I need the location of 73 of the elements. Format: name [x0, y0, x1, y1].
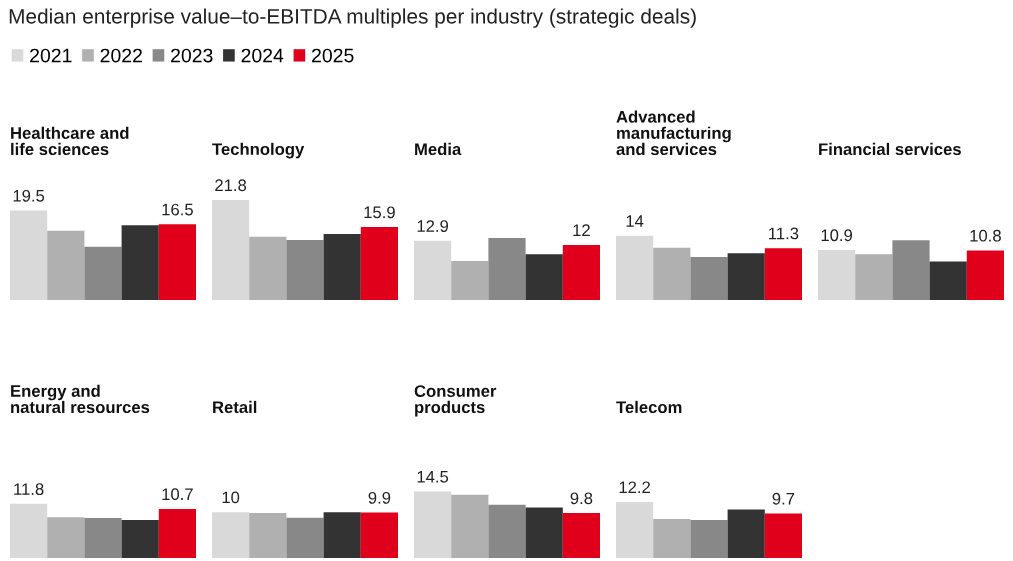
- bar: [414, 240, 452, 300]
- bar: [451, 261, 489, 300]
- bar: [562, 513, 600, 558]
- bar: [323, 233, 361, 300]
- data-label: 10.7: [162, 488, 193, 501]
- bar: [121, 225, 159, 300]
- legend-label: 2021: [30, 48, 72, 63]
- bar: [451, 494, 489, 558]
- data-label: 12.2: [619, 481, 650, 494]
- chart-title: Consumer products: [414, 385, 497, 417]
- bar: [929, 261, 967, 300]
- data-label: 14.5: [417, 471, 449, 483]
- data-label: 19.5: [13, 189, 45, 202]
- bar: [966, 250, 1004, 300]
- data-label: 16.5: [162, 203, 193, 216]
- bar: [249, 236, 287, 300]
- bar: [47, 517, 85, 558]
- bar: [727, 253, 765, 300]
- legend-label: 2024: [241, 48, 284, 63]
- bar: [10, 503, 48, 558]
- bar: [10, 210, 48, 300]
- bar: [690, 519, 728, 558]
- bar: [488, 504, 526, 558]
- chart-title: Financial services: [819, 142, 961, 156]
- bar: [212, 200, 250, 300]
- data-label: 11.3: [769, 227, 799, 240]
- legend-label: 2022: [100, 48, 142, 63]
- text: Median enterprise value–to-EBITDA multiples per industry (strategic deals): [9, 8, 696, 28]
- bar: [690, 256, 728, 300]
- bar: [764, 513, 802, 558]
- data-label: 9.9: [368, 491, 391, 504]
- bar: [47, 230, 85, 300]
- chart-title: Telecom: [616, 400, 682, 414]
- bar: [84, 518, 122, 558]
- bar: [562, 244, 600, 300]
- bar: [84, 246, 122, 300]
- bar: [158, 508, 196, 558]
- bar: [653, 247, 691, 300]
- bar: [121, 519, 159, 558]
- bar: [764, 248, 802, 300]
- bar: [616, 235, 654, 300]
- chart-title: Energy and natural resources: [11, 384, 150, 414]
- bar: [855, 254, 893, 300]
- data-label: 12: [573, 224, 590, 236]
- data-label: 15.9: [364, 206, 395, 219]
- bar: [616, 502, 654, 558]
- bar: [360, 227, 398, 300]
- bar: [892, 240, 930, 300]
- bar: [158, 224, 196, 300]
- data-label: 11.8: [14, 483, 44, 496]
- data-label: 10: [222, 491, 240, 504]
- bar: [525, 507, 563, 558]
- chart-title: Media: [415, 142, 462, 156]
- data-label: 14: [626, 215, 644, 227]
- bar: [727, 509, 765, 558]
- data-label: 9.8: [570, 492, 593, 505]
- bar: [653, 519, 691, 558]
- chart-title: Technology: [212, 142, 305, 159]
- chart-title: Healthcare and life sciences: [11, 126, 129, 156]
- legend-label: 2023: [171, 48, 213, 63]
- legend-label: 2025: [312, 48, 354, 63]
- data-label: 21.8: [215, 179, 247, 192]
- data-label: 9.7: [772, 492, 795, 505]
- data-label: 12.9: [417, 220, 449, 232]
- bar: [818, 250, 856, 300]
- chart-title: Retail: [213, 400, 257, 414]
- chart-title: Advanced manufacturing and services: [616, 110, 731, 156]
- bar: [525, 254, 563, 300]
- bar: [414, 491, 452, 558]
- data-label: 10.9: [821, 229, 853, 242]
- data-label: 10.8: [970, 229, 1001, 242]
- bar: [286, 239, 324, 300]
- bar: [488, 238, 526, 300]
